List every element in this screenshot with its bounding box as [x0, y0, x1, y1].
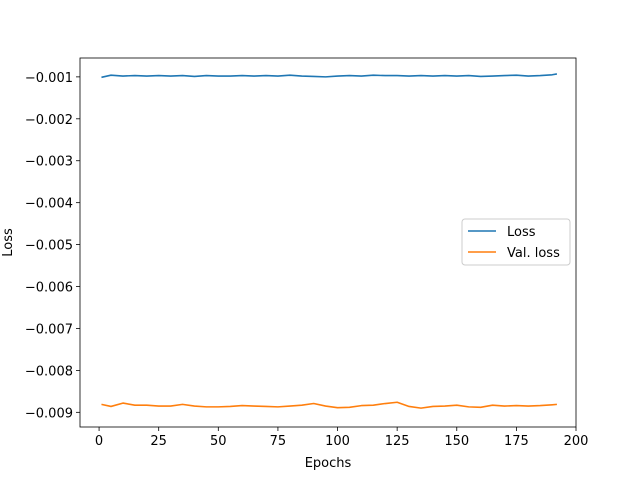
- x-tick-label: 25: [150, 434, 167, 449]
- y-tick-label: −0.008: [25, 364, 73, 379]
- x-tick-label: 125: [385, 434, 410, 449]
- series-line-loss: [101, 73, 558, 79]
- y-tick-label: −0.001: [25, 71, 73, 86]
- y-axis-ticks: −0.001 −0.002 −0.003 −0.004 −0.005 −0.006 −0.0…: [25, 71, 80, 421]
- y-tick-label: −0.007: [25, 322, 73, 337]
- x-axis-label: Epochs: [305, 456, 352, 471]
- y-tick-label: −0.005: [25, 239, 73, 254]
- plot-frame: [79, 57, 577, 428]
- y-tick-label: −0.002: [25, 113, 73, 128]
- x-axis-ticks: 0 25 50 75 100 125 150 175 200: [95, 427, 588, 449]
- y-tick-label: −0.009: [25, 406, 73, 421]
- legend: Loss Val. loss: [461, 218, 571, 266]
- y-tick-label: −0.006: [25, 281, 73, 296]
- series-line-val-loss: [101, 401, 557, 409]
- x-tick-label: 75: [270, 434, 287, 449]
- series-layer: [101, 73, 558, 409]
- x-tick-label: 0: [95, 434, 103, 449]
- x-tick-label: 150: [444, 434, 469, 449]
- y-tick-label: −0.003: [25, 155, 73, 170]
- x-tick-label: 200: [564, 434, 589, 449]
- x-tick-label: 175: [504, 434, 529, 449]
- legend-label: Loss: [507, 225, 536, 240]
- y-tick-label: −0.004: [25, 197, 73, 212]
- x-tick-label: 100: [325, 434, 350, 449]
- x-tick-label: 50: [210, 434, 227, 449]
- legend-label: Val. loss: [507, 246, 560, 261]
- y-axis-label: Loss: [1, 228, 16, 257]
